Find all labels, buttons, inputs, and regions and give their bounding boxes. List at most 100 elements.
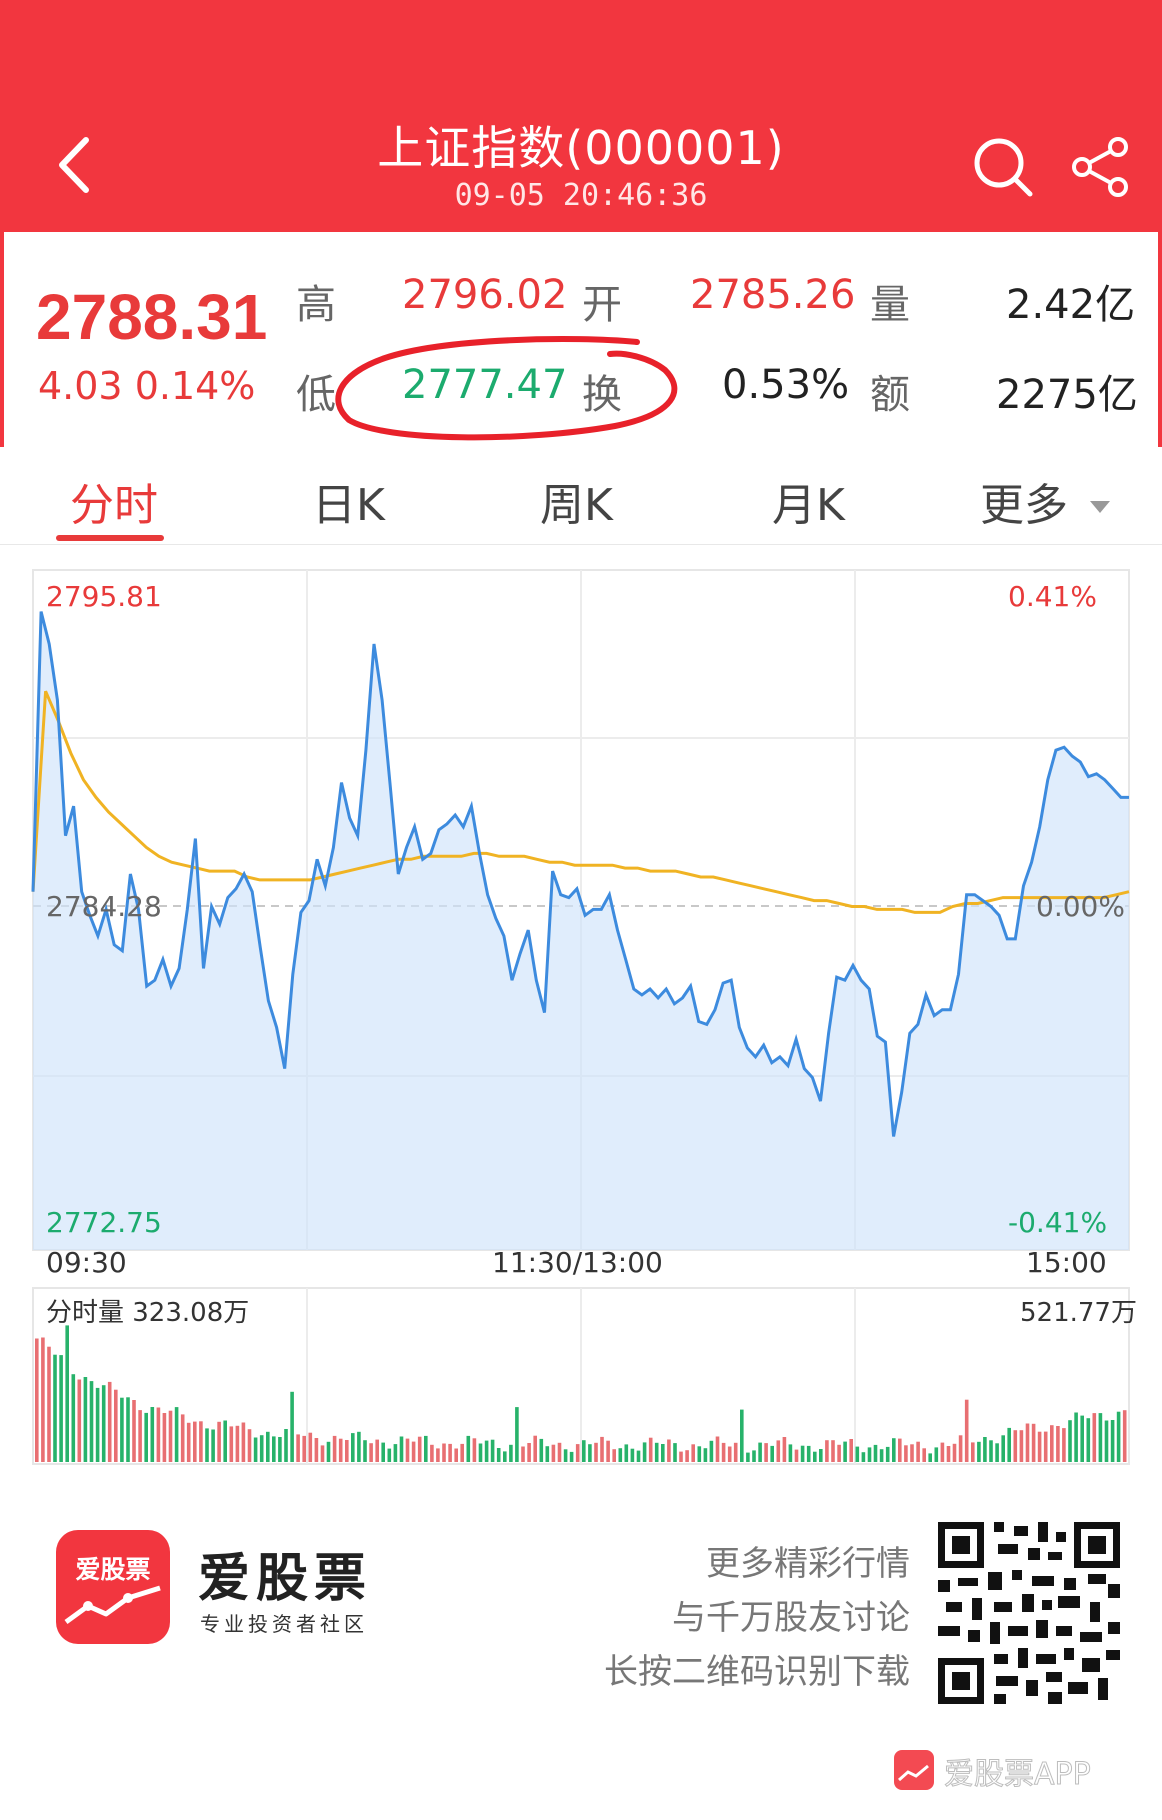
open-label: 开 bbox=[582, 282, 622, 328]
tab-more[interactable]: 更多 bbox=[980, 469, 1110, 533]
volume-bar bbox=[630, 1448, 635, 1462]
volume-grid bbox=[32, 1287, 1130, 1465]
volume-bar bbox=[83, 1377, 88, 1462]
qr-code[interactable] bbox=[938, 1522, 1120, 1704]
volume-bar bbox=[1043, 1431, 1048, 1462]
low-label: 低 bbox=[296, 372, 336, 418]
volume-bar bbox=[199, 1421, 203, 1462]
promo-line-2: 与千万股友讨论 bbox=[672, 1598, 910, 1638]
volume-bar bbox=[983, 1437, 987, 1462]
share-icon[interactable] bbox=[1068, 134, 1134, 200]
volume-bar bbox=[101, 1385, 106, 1462]
brand-tagline: 专业投资者社区 bbox=[200, 1612, 368, 1636]
volume-bar bbox=[235, 1425, 240, 1462]
volume-bar bbox=[709, 1440, 714, 1462]
price-area bbox=[33, 611, 1129, 1250]
volume-bar bbox=[594, 1442, 598, 1462]
volume-bar bbox=[1092, 1413, 1097, 1462]
volume-bar bbox=[1050, 1425, 1054, 1462]
tab-monthly-k[interactable]: 月K bbox=[772, 480, 845, 531]
volume-bar bbox=[405, 1438, 410, 1462]
volume-bar bbox=[569, 1451, 574, 1462]
volume-bar bbox=[308, 1432, 313, 1462]
high-label: 高 bbox=[296, 282, 336, 328]
current-price: 2788.31 bbox=[36, 281, 268, 353]
volume-bar bbox=[861, 1452, 866, 1462]
volume-bar bbox=[612, 1449, 616, 1462]
volume-bar bbox=[958, 1435, 963, 1462]
volume-bar bbox=[642, 1442, 647, 1462]
volume-bar bbox=[752, 1450, 756, 1462]
volume-bar bbox=[654, 1442, 659, 1462]
active-tab-indicator bbox=[56, 535, 164, 541]
promo-line-3: 长按二维码识别下载 bbox=[604, 1652, 910, 1692]
volume-bar bbox=[193, 1421, 197, 1462]
volume-bar bbox=[977, 1441, 981, 1462]
tab-daily-k[interactable]: 日K bbox=[312, 480, 385, 531]
volume-bar bbox=[940, 1442, 945, 1462]
volume-bar bbox=[296, 1434, 300, 1462]
price-axis-max: 2795.81 bbox=[46, 580, 162, 613]
amount-label: 额 bbox=[870, 372, 910, 418]
volume-bar bbox=[606, 1440, 610, 1462]
volume-bar bbox=[788, 1444, 793, 1462]
volume-bar bbox=[126, 1397, 130, 1462]
volume-bar bbox=[168, 1410, 173, 1462]
volume-bar bbox=[363, 1440, 367, 1462]
volume-bar bbox=[837, 1444, 841, 1462]
watermark: 爱股票APP bbox=[894, 1750, 1091, 1793]
volume-bar bbox=[387, 1448, 392, 1462]
search-icon[interactable] bbox=[970, 134, 1036, 200]
average-price-line bbox=[31, 690, 1130, 914]
intraday-chart bbox=[31, 569, 1130, 1465]
volume-bar bbox=[345, 1440, 349, 1462]
volume-bar bbox=[399, 1436, 404, 1462]
price-axis-mid: 2784.28 bbox=[46, 890, 162, 923]
tab-intraday[interactable]: 分时 bbox=[70, 480, 158, 531]
volume-bar bbox=[892, 1438, 896, 1462]
volume-bar bbox=[454, 1448, 458, 1462]
volume-bar bbox=[879, 1449, 884, 1462]
volume-bar bbox=[284, 1429, 288, 1462]
volume-bar bbox=[332, 1435, 337, 1462]
volume-bar bbox=[946, 1446, 951, 1462]
volume-bar bbox=[107, 1381, 112, 1462]
volume-bar bbox=[411, 1441, 416, 1462]
pct-axis-mid: 0.00% bbox=[1036, 890, 1125, 923]
watermark-text: 爱股票APP bbox=[944, 1757, 1091, 1792]
trend-chart-icon bbox=[64, 1585, 161, 1625]
volume-label: 量 bbox=[870, 282, 910, 328]
volume-value: 2.42亿 bbox=[1006, 282, 1136, 328]
tab-more-label: 更多 bbox=[980, 480, 1068, 531]
volume-bar bbox=[320, 1445, 325, 1462]
timestamp: 09-05 20:46:36 bbox=[454, 178, 708, 213]
volume-bar bbox=[995, 1443, 999, 1462]
volume-bar bbox=[600, 1436, 604, 1462]
volume-bar bbox=[174, 1407, 179, 1462]
volume-bar bbox=[758, 1442, 762, 1462]
tab-weekly-k[interactable]: 周K bbox=[540, 480, 613, 531]
volume-bar bbox=[302, 1435, 306, 1462]
volume-bar bbox=[527, 1443, 531, 1462]
volume-bar bbox=[278, 1437, 282, 1462]
volume-bar bbox=[1110, 1420, 1115, 1462]
volume-bar bbox=[910, 1444, 914, 1462]
volume-bar bbox=[65, 1325, 69, 1462]
volume-bar bbox=[1031, 1423, 1036, 1462]
volume-bar bbox=[211, 1429, 215, 1462]
volume-bar bbox=[679, 1451, 683, 1462]
volume-bar bbox=[326, 1441, 331, 1462]
volume-bar bbox=[1062, 1428, 1066, 1462]
hand-drawn-circle-annotation bbox=[335, 336, 678, 441]
volume-bar bbox=[272, 1436, 276, 1462]
volume-bar bbox=[1025, 1423, 1030, 1462]
volume-bar bbox=[41, 1337, 45, 1462]
volume-bar bbox=[685, 1450, 689, 1462]
back-arrow-icon[interactable] bbox=[52, 130, 96, 200]
volume-bar bbox=[782, 1437, 787, 1462]
volume-bar bbox=[442, 1443, 446, 1462]
promo-line-1: 更多精彩行情 bbox=[706, 1544, 910, 1584]
volume-bar bbox=[59, 1355, 63, 1462]
volume-bar bbox=[703, 1448, 708, 1462]
volume-bar bbox=[478, 1443, 483, 1462]
